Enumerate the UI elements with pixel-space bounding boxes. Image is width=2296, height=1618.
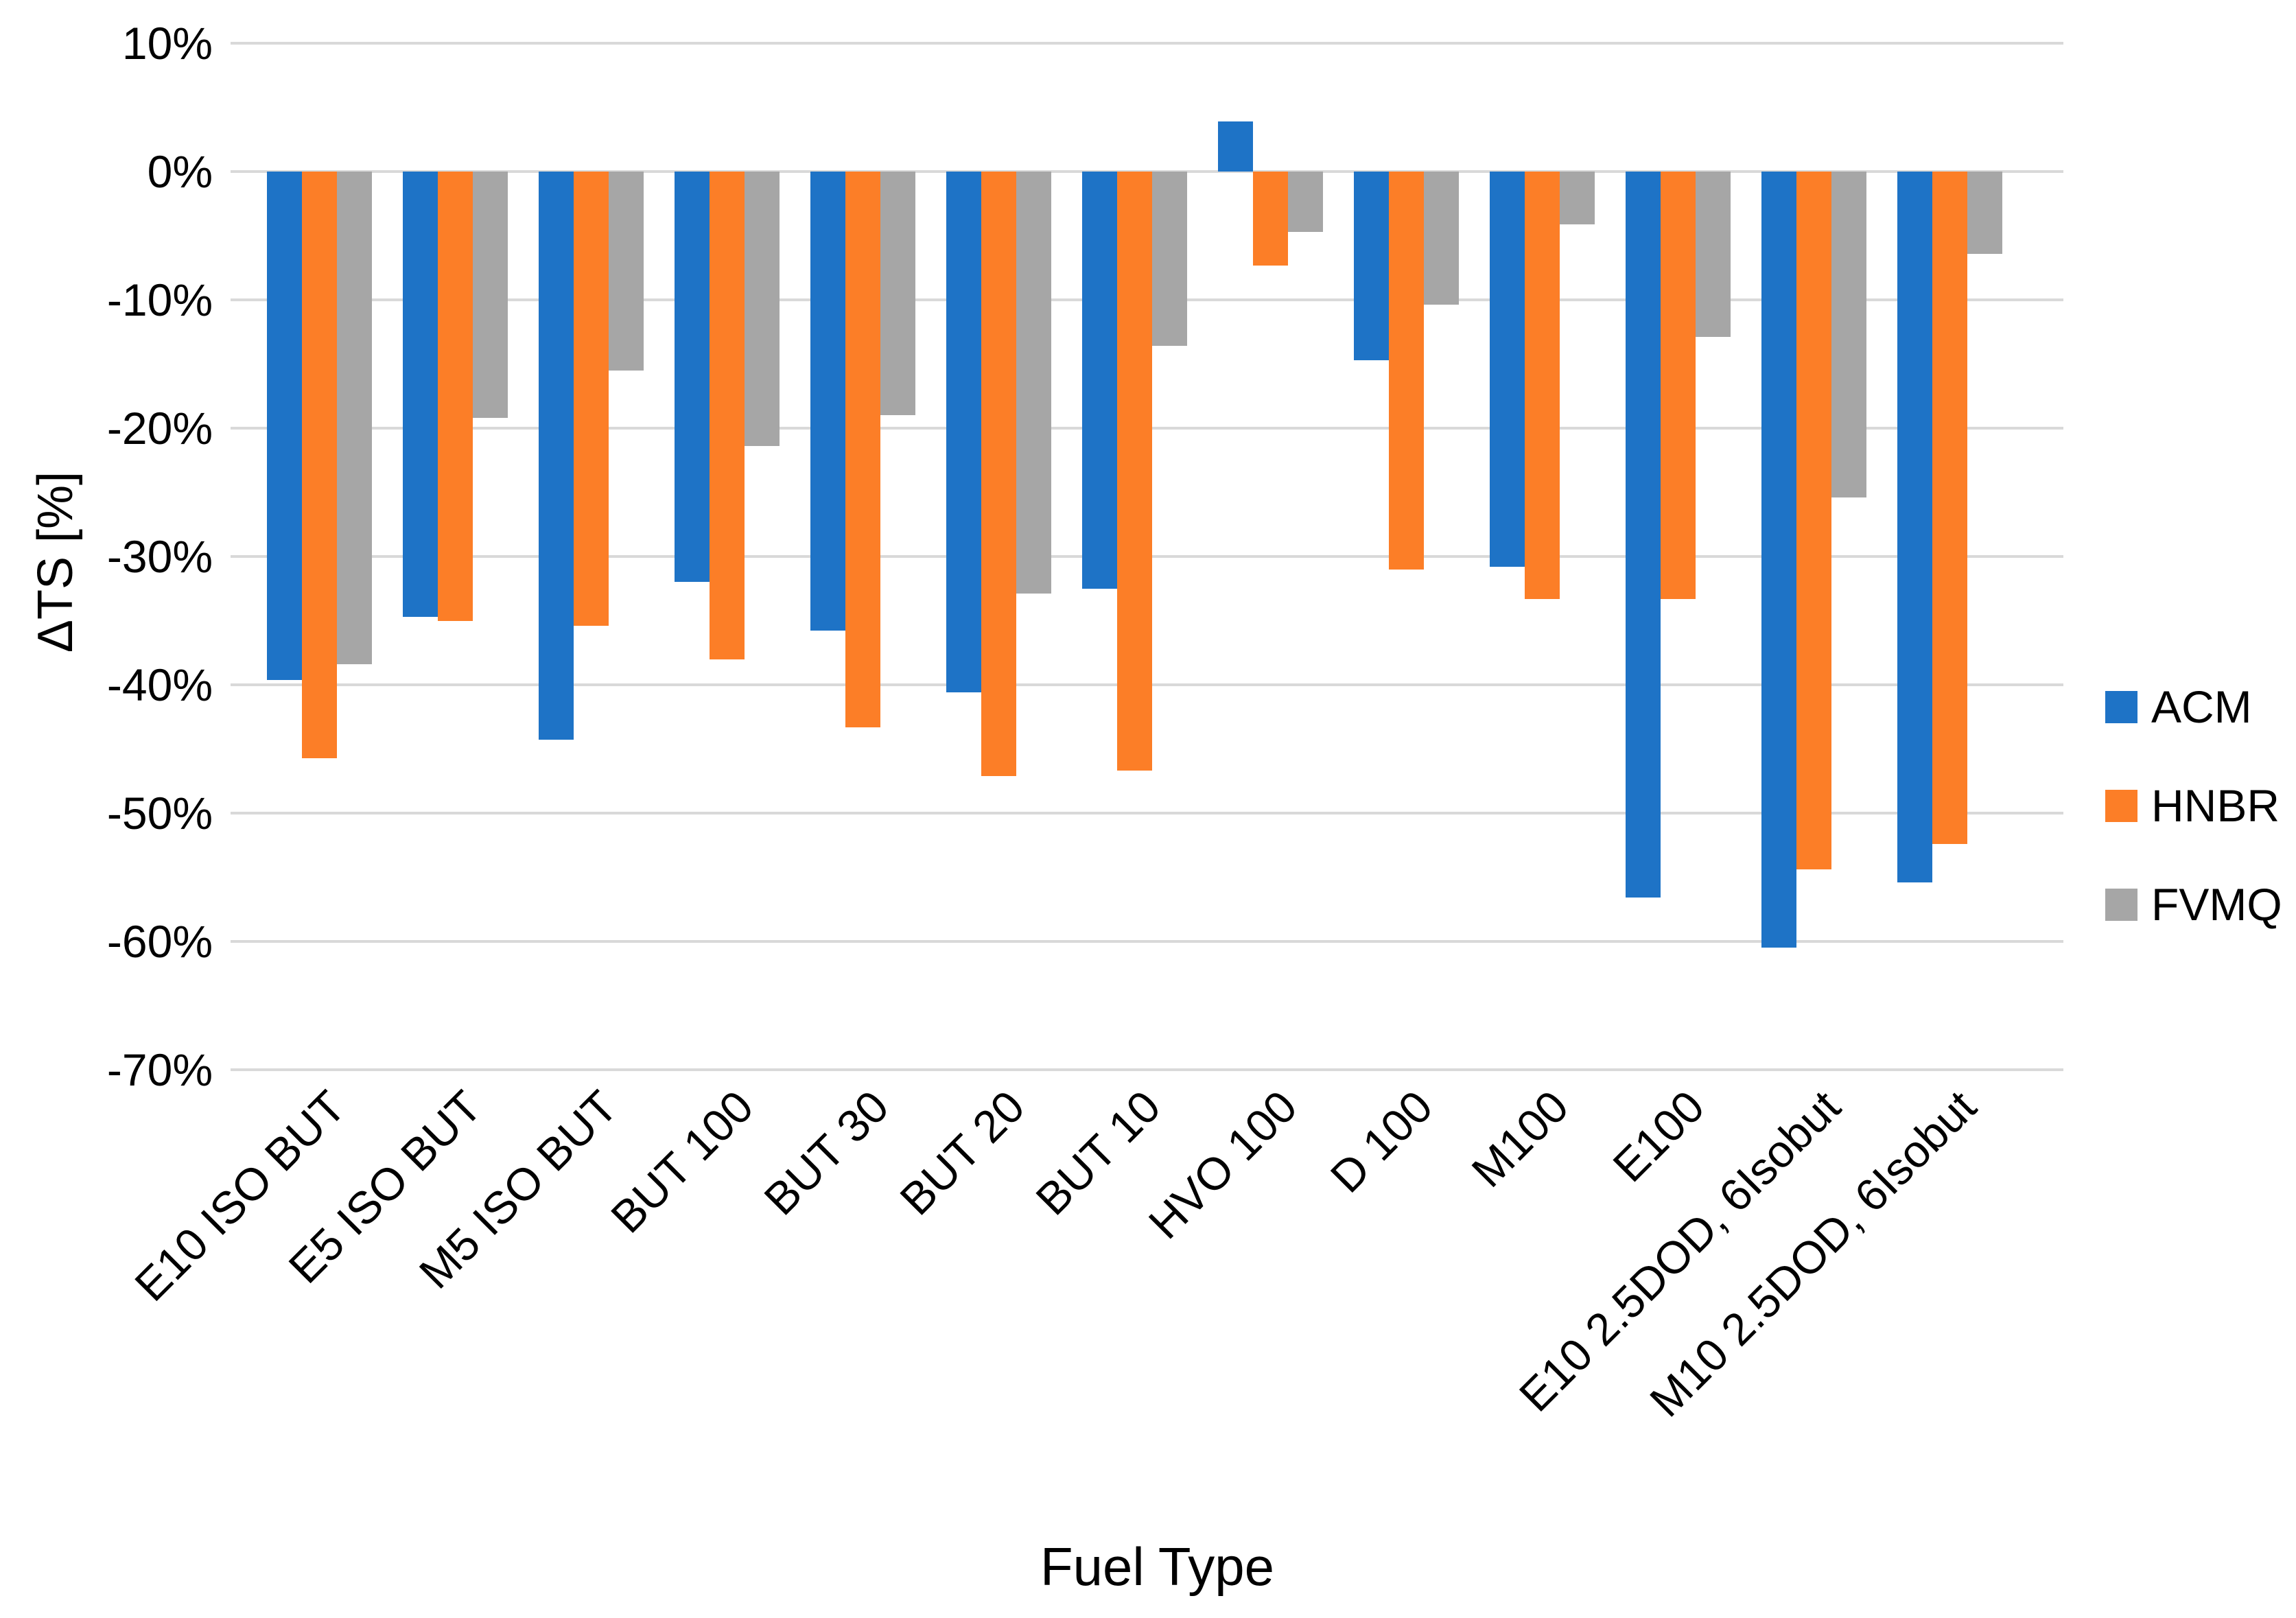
y-axis-tickmark — [231, 940, 251, 943]
category-group — [659, 43, 795, 1070]
bar-acm — [1081, 172, 1117, 589]
bars-layer — [251, 43, 2017, 1070]
y-tick-label: -20% — [106, 403, 213, 454]
bar-acm — [1217, 121, 1253, 172]
y-axis-tickmark — [231, 170, 251, 173]
x-tick-label: HVO 100 — [1138, 1081, 1307, 1249]
x-axis-title: Fuel Type — [1040, 1536, 1275, 1597]
gridline — [251, 1068, 2063, 1071]
category-group — [1338, 43, 1474, 1070]
category-group — [795, 43, 930, 1070]
y-tick-label: -60% — [106, 916, 213, 967]
bar-acm — [1897, 172, 1932, 882]
bar-fvmq — [1287, 172, 1323, 232]
x-tick-label: M100 — [1462, 1081, 1578, 1197]
x-tick-label: BUT 30 — [754, 1081, 899, 1225]
gridline — [251, 555, 2063, 558]
legend-label-fvmq: FVMQ — [2151, 879, 2282, 930]
bar-fvmq — [1559, 172, 1595, 224]
y-axis-tickmark — [231, 42, 251, 45]
x-tick-label: BUT 20 — [890, 1081, 1035, 1225]
y-tick-label: -10% — [106, 274, 213, 325]
y-tick-label: -70% — [106, 1044, 213, 1095]
bar-hnbr — [573, 172, 609, 626]
bar-acm — [810, 172, 845, 631]
bar-hnbr — [1116, 172, 1152, 771]
legend-swatch-fvmq — [2105, 888, 2137, 921]
gridline — [251, 427, 2063, 430]
bar-fvmq — [1151, 172, 1187, 347]
bar-hnbr — [709, 172, 745, 659]
y-axis-tickmark — [231, 1068, 251, 1071]
bar-hnbr — [301, 172, 337, 758]
x-tick-label: E100 — [1603, 1081, 1714, 1192]
bar-acm — [1761, 172, 1796, 948]
bar-hnbr — [1796, 172, 1831, 870]
x-tick-label: BUT 100 — [600, 1081, 763, 1243]
bar-fvmq — [1423, 172, 1459, 305]
legend-entry-fvmq: FVMQ — [2105, 879, 2282, 930]
bar-acm — [674, 172, 710, 583]
bar-hnbr — [1388, 172, 1424, 570]
x-tick-label: D 100 — [1320, 1081, 1442, 1202]
bar-acm — [1489, 172, 1525, 567]
bar-hnbr — [437, 172, 473, 621]
category-group — [387, 43, 523, 1070]
bar-fvmq — [1831, 172, 1866, 497]
category-group — [523, 43, 659, 1070]
y-tick-label: 0% — [147, 146, 213, 197]
gridline — [251, 683, 2063, 686]
bar-fvmq — [472, 172, 508, 419]
category-group — [1610, 43, 1746, 1070]
bar-acm — [1353, 172, 1389, 360]
bar-fvmq — [336, 172, 372, 665]
legend-swatch-acm — [2105, 690, 2137, 723]
bar-fvmq — [880, 172, 915, 416]
category-group — [1882, 43, 2017, 1070]
category-group — [251, 43, 387, 1070]
y-axis-tickmark — [231, 427, 251, 430]
category-group — [1202, 43, 1338, 1070]
y-axis-tickmark — [231, 683, 251, 686]
category-group — [1066, 43, 1202, 1070]
bar-fvmq — [744, 172, 780, 447]
category-group — [1746, 43, 1882, 1070]
bar-acm — [946, 172, 981, 693]
bar-acm — [402, 172, 438, 617]
legend-entry-acm: ACM — [2105, 681, 2252, 732]
gridline — [251, 940, 2063, 943]
bar-hnbr — [1524, 172, 1560, 599]
y-tick-label: -50% — [106, 788, 213, 839]
bar-hnbr — [1932, 172, 1967, 844]
category-group — [1474, 43, 1610, 1070]
legend-label-acm: ACM — [2151, 681, 2252, 732]
y-axis-tickmark — [231, 812, 251, 814]
bar-fvmq — [608, 172, 644, 371]
y-tick-label: -40% — [106, 659, 213, 710]
legend-label-hnbr: HNBR — [2151, 780, 2280, 831]
bar-fvmq — [1967, 172, 2002, 254]
x-axis-tick-labels: E10 ISO BUT E5 ISO BUT M5 ISO BUT BUT 100 BU… — [125, 43, 2017, 1427]
bar-hnbr — [845, 172, 880, 727]
legend-swatch-hnbr — [2105, 789, 2137, 822]
bar-acm — [538, 172, 574, 740]
bar-hnbr — [1660, 172, 1696, 599]
bar-hnbr — [981, 172, 1016, 776]
category-group — [930, 43, 1066, 1070]
bar-acm — [266, 172, 302, 680]
y-tick-label: 10% — [121, 18, 213, 69]
bar-fvmq — [1695, 172, 1731, 338]
legend-entry-hnbr: HNBR — [2105, 780, 2280, 831]
y-tick-label: -30% — [106, 531, 213, 582]
gridline — [251, 812, 2063, 814]
y-axis-tickmark — [231, 555, 251, 558]
bar-hnbr — [1252, 172, 1288, 266]
legend: ACM HNBR FVMQ — [2105, 0, 2296, 1618]
gridline — [251, 42, 2063, 45]
y-axis-tickmark — [231, 298, 251, 301]
bar-acm — [1625, 172, 1661, 898]
bar-fvmq — [1016, 172, 1051, 594]
